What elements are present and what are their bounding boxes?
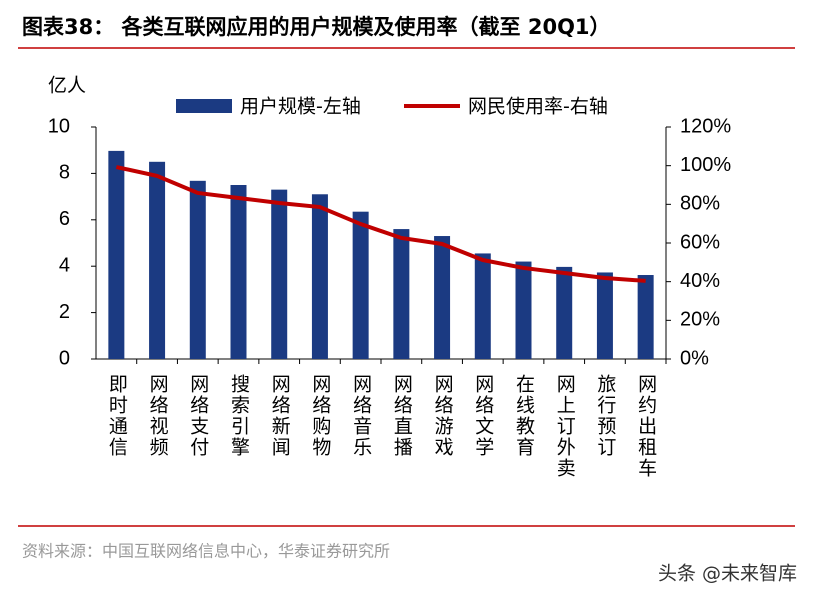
x-tick-label: 网络新闻 bbox=[269, 374, 291, 458]
x-tick-label: 网上订外卖 bbox=[554, 374, 576, 479]
bar bbox=[108, 150, 125, 359]
bar bbox=[352, 211, 369, 359]
bar bbox=[515, 261, 532, 359]
bar bbox=[393, 229, 410, 359]
y-tick-label: 6 bbox=[59, 208, 70, 230]
x-tick-label: 网络视频 bbox=[147, 374, 169, 458]
x-tick-label: 搜索引擎 bbox=[228, 374, 250, 458]
bar bbox=[556, 266, 573, 359]
bar bbox=[311, 194, 328, 359]
source: 资料来源：中国互联网络信息中心，华泰证券研究所 bbox=[22, 542, 390, 561]
x-tick-label: 网络文学 bbox=[472, 374, 494, 458]
watermark: 头条 @未来智库 bbox=[658, 563, 797, 585]
x-tick-label: 网络游戏 bbox=[432, 374, 454, 458]
y-tick-label: 8 bbox=[59, 162, 70, 184]
legend-label: 用户规模-左轴 bbox=[240, 96, 361, 118]
x-tick-label: 即时通信 bbox=[106, 374, 128, 458]
y2-tick-label: 80% bbox=[680, 193, 720, 215]
chart-title: 图表38： 各类互联网应用的用户规模及使用率（截至 20Q1） bbox=[22, 15, 611, 39]
bar bbox=[434, 236, 451, 359]
y-tick-label: 0 bbox=[59, 347, 70, 369]
y2-tick-label: 40% bbox=[680, 270, 720, 292]
bar bbox=[149, 161, 166, 359]
x-tick-label: 网约出租车 bbox=[635, 374, 657, 479]
y2-tick-label: 0% bbox=[680, 347, 709, 369]
y2-tick-label: 60% bbox=[680, 231, 720, 253]
x-tick-label: 网络支付 bbox=[187, 374, 209, 458]
bar bbox=[596, 272, 613, 359]
x-tick-label: 在线教育 bbox=[513, 374, 535, 458]
y-tick-label: 2 bbox=[59, 301, 70, 323]
legend-label: 网民使用率-右轴 bbox=[468, 96, 608, 118]
x-tick-label: 旅行预订 bbox=[594, 374, 616, 458]
line bbox=[115, 165, 646, 283]
bar bbox=[474, 253, 491, 359]
bar bbox=[637, 275, 654, 359]
y2-tick-label: 120% bbox=[680, 115, 731, 137]
x-tick-label: 网络直播 bbox=[391, 374, 413, 458]
bar bbox=[189, 180, 206, 359]
bar bbox=[230, 185, 247, 359]
x-tick-label: 网络购物 bbox=[309, 374, 331, 458]
y-tick-label: 10 bbox=[48, 115, 70, 137]
bar bbox=[271, 189, 288, 359]
y2-tick-label: 20% bbox=[680, 309, 720, 331]
y-tick-label: 4 bbox=[59, 254, 70, 276]
y2-tick-label: 100% bbox=[680, 154, 731, 176]
legend-swatch bbox=[176, 99, 232, 113]
y-axis-label: 亿人 bbox=[48, 75, 86, 97]
x-tick-label: 网络音乐 bbox=[350, 374, 372, 458]
